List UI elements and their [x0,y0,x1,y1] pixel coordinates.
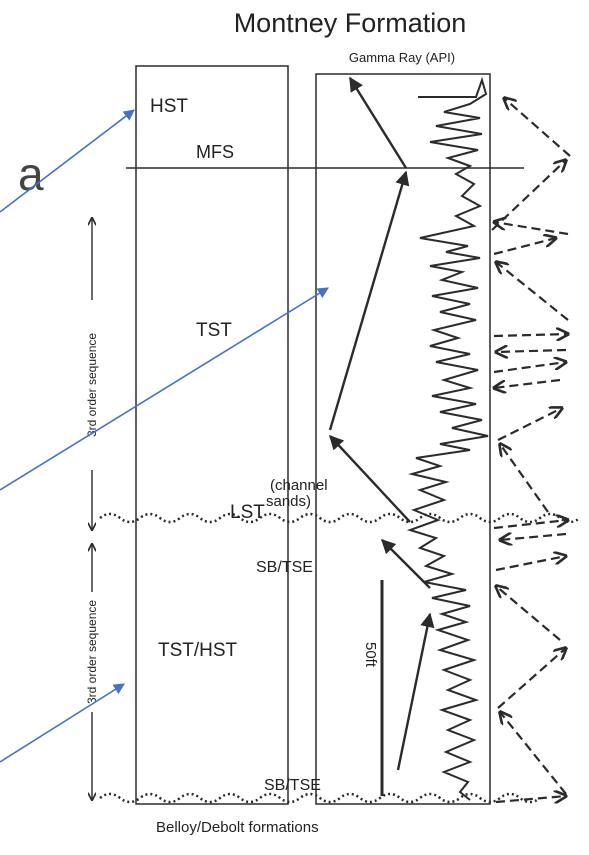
label-channel-sands-2: sands) [266,493,311,510]
upper-sequence-label: 3rd order sequence [85,333,99,437]
pointer-hst [0,109,135,213]
dashed-arrow [493,362,566,374]
dashed-arrow [491,160,566,231]
pointer-tst [0,287,329,491]
label-hst: HST [150,96,188,117]
dashed-arrow [496,262,569,321]
dashed-arrow [494,222,569,236]
lower-sequence-label: 3rd order sequence [85,600,99,704]
dashed-arrow [493,520,568,530]
dashed-arrow [497,648,566,709]
dashed-arrow [494,378,561,388]
dashed-arrow [495,796,566,802]
dashed-arrow [496,586,561,641]
gamma-ray-curve [406,76,489,801]
dashed-arrow-group [491,98,571,802]
sb-trend [380,538,431,589]
tst-hst-trend [396,612,435,771]
label-channel-sands-1: (channel [270,477,328,494]
dashed-arrow [500,712,567,795]
dashed-arrow [497,408,562,441]
lower-unconformity [99,792,541,804]
systems-tract-column [135,65,289,805]
label-sb-tse-upper: SB/TSE [256,559,313,576]
label-lst: LST [230,502,265,523]
scale-bar-label: 50ft [362,642,379,668]
label-mfs: MFS [196,142,234,162]
dashed-arrow [493,238,556,256]
gamma-ray-label: Gamma Ray (API) [349,50,455,65]
partial-slide-text: a [18,148,44,200]
dashed-arrow [504,98,571,157]
dashed-arrow [495,556,566,572]
diagram-title: Montney Formation [234,8,467,38]
pointer-tst-hst [0,683,125,763]
tst-trend-retrograde [328,170,410,431]
label-bottom-formations: Belloy/Debolt formations [156,819,319,836]
label-sb-tse-lower: SB/TSE [264,777,321,794]
dashed-arrow [500,444,549,513]
upper-unconformity [99,512,581,524]
label-tst-hst: TST/HST [158,640,238,661]
tst-trend-upper [348,76,408,169]
dashed-arrow [500,534,567,540]
gamma-log-column [315,73,491,805]
label-tst: TST [196,320,232,341]
dashed-arrow [493,334,568,336]
lst-trend [329,434,411,523]
dashed-arrow [496,350,567,352]
